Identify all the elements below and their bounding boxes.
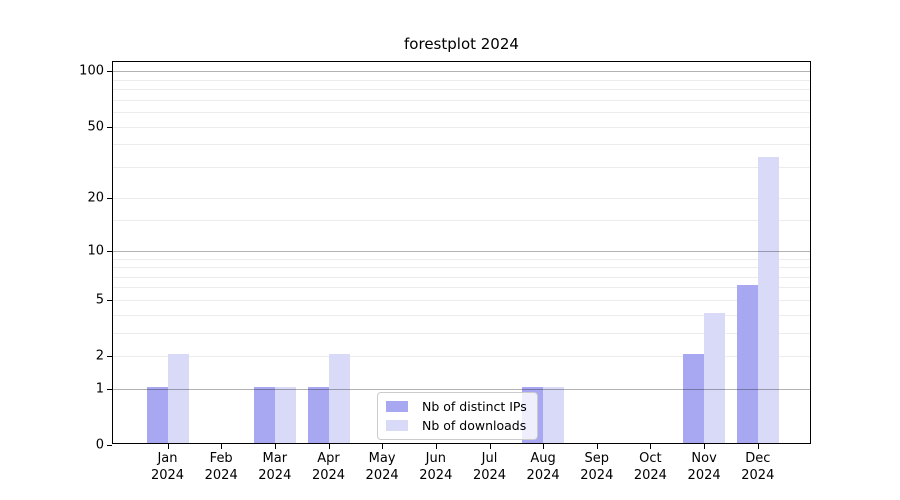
y-axis-tick (107, 250, 112, 252)
bar-downloads-dec-2024 (757, 157, 779, 443)
bar-downloads-mar-2024 (274, 386, 296, 443)
y-axis-tick (107, 356, 112, 357)
gridline-minor (113, 299, 810, 301)
bar-downloads-apr-2024 (328, 354, 350, 443)
legend: Nb of distinct IPs Nb of downloads (377, 392, 538, 440)
gridline-minor (113, 287, 810, 289)
chart-title: forestplot 2024 (404, 35, 519, 53)
x-tick-label: Feb 2024 (204, 451, 238, 483)
legend-label-distinct-ips: Nb of distinct IPs (422, 399, 527, 414)
bar-downloads-nov-2024 (704, 312, 726, 443)
y-tick-label: 20 (87, 190, 104, 206)
gridline-major (113, 388, 810, 390)
gridline-minor (113, 99, 810, 101)
gridline-minor (113, 258, 810, 260)
gridline-minor (113, 166, 810, 168)
y-axis-tick (107, 299, 112, 301)
x-tick-label: Jun 2024 (419, 451, 453, 483)
gridline-minor (113, 126, 810, 128)
x-axis-tick (596, 444, 598, 449)
x-axis-tick (382, 444, 384, 449)
legend-swatch-distinct-ips (386, 401, 408, 412)
y-tick-label: 2 (95, 348, 104, 364)
y-tick-label: 5 (95, 292, 104, 308)
x-axis-tick (650, 444, 652, 449)
y-tick-label: 10 (87, 243, 104, 259)
x-axis-tick (274, 444, 276, 449)
bar-distinct-ips-dec-2024 (736, 285, 758, 443)
x-tick-label: Mar 2024 (258, 451, 292, 483)
bar-distinct-ips-nov-2024 (683, 354, 705, 443)
gridline-minor (113, 198, 810, 200)
x-tick-label: Jul 2024 (472, 451, 507, 483)
gridline-minor (113, 220, 810, 222)
gridline-minor (113, 144, 810, 146)
gridline-minor (113, 111, 810, 113)
x-tick-label: Apr 2024 (311, 451, 346, 483)
legend-item-distinct-ips: Nb of distinct IPs (386, 398, 527, 415)
gridline-minor (113, 314, 810, 316)
bar-distinct-ips-jan-2024 (146, 386, 168, 443)
y-axis-tick (107, 445, 112, 446)
gridline-minor (113, 276, 810, 278)
bar-downloads-aug-2024 (543, 386, 565, 443)
x-axis-tick (167, 444, 169, 449)
x-tick-label: Sep 2024 (580, 451, 614, 483)
x-axis-tick (221, 444, 223, 449)
legend-label-downloads: Nb of downloads (422, 418, 527, 433)
legend-item-downloads: Nb of downloads (386, 417, 527, 434)
gridline-minor (113, 89, 810, 90)
gridline-minor (113, 332, 810, 334)
bar-distinct-ips-apr-2024 (307, 386, 329, 443)
gridline-minor (113, 79, 810, 81)
bar-distinct-ips-mar-2024 (253, 386, 275, 443)
y-tick-label: 100 (79, 63, 104, 79)
plot-area: 0 1 2 5 10 20 50 100 Jan 2024 Feb 2024 Mar 2024 Apr… (79, 61, 811, 483)
y-axis-tick (107, 71, 112, 73)
gridline-minor (113, 356, 810, 357)
x-axis-tick (757, 444, 759, 449)
y-tick-label: 0 (95, 437, 104, 453)
y-axis-tick (107, 198, 112, 200)
x-axis-tick (704, 444, 706, 449)
x-axis-tick (489, 444, 491, 449)
x-tick-label: Aug 2024 (526, 451, 560, 483)
y-axis-tick (107, 388, 112, 390)
x-tick-label: Jan 2024 (150, 451, 185, 483)
x-tick-label: Nov 2024 (687, 451, 721, 483)
x-tick-label: Oct 2024 (633, 451, 667, 483)
x-tick-label: Dec 2024 (741, 451, 775, 483)
x-axis-tick (328, 444, 330, 449)
gridline-major (113, 250, 810, 252)
x-axis-tick (435, 444, 437, 449)
gridline-major (113, 71, 810, 73)
legend-swatch-downloads (386, 420, 408, 431)
y-tick-label: 1 (95, 381, 104, 397)
gridline-minor (113, 267, 810, 268)
x-tick-label: May 2024 (365, 451, 399, 483)
bar-downloads-jan-2024 (167, 354, 189, 443)
y-tick-label: 50 (87, 119, 104, 134)
x-axis-tick (543, 444, 545, 449)
y-axis-tick (107, 126, 112, 128)
